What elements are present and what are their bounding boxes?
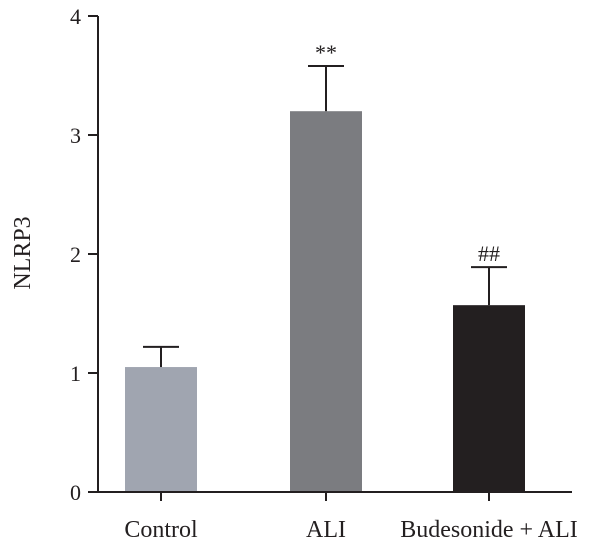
y-tick-label: 2	[70, 242, 81, 267]
y-tick-label: 0	[70, 480, 81, 505]
x-axis-ticks: Control ALI Budesonide + ALI	[124, 492, 578, 543]
bar	[125, 367, 197, 492]
x-tick-label: Budesonide + ALI	[400, 517, 578, 543]
error-bars	[143, 64, 507, 368]
y-tick-label: 3	[70, 123, 81, 148]
y-axis-title: NLRP3	[10, 216, 36, 289]
y-tick-label: 4	[70, 4, 81, 29]
x-tick-label: ALI	[306, 517, 346, 543]
significance-marker: ##	[478, 241, 500, 266]
x-tick-label: Control	[124, 517, 198, 543]
bar	[290, 111, 362, 492]
bars	[125, 111, 525, 492]
significance-annotations: ** ##	[315, 40, 500, 266]
y-axis-ticks: 0 1 2 3 4	[70, 4, 98, 505]
significance-marker: **	[315, 40, 337, 65]
bar	[453, 305, 525, 492]
y-tick-label: 1	[70, 361, 81, 386]
